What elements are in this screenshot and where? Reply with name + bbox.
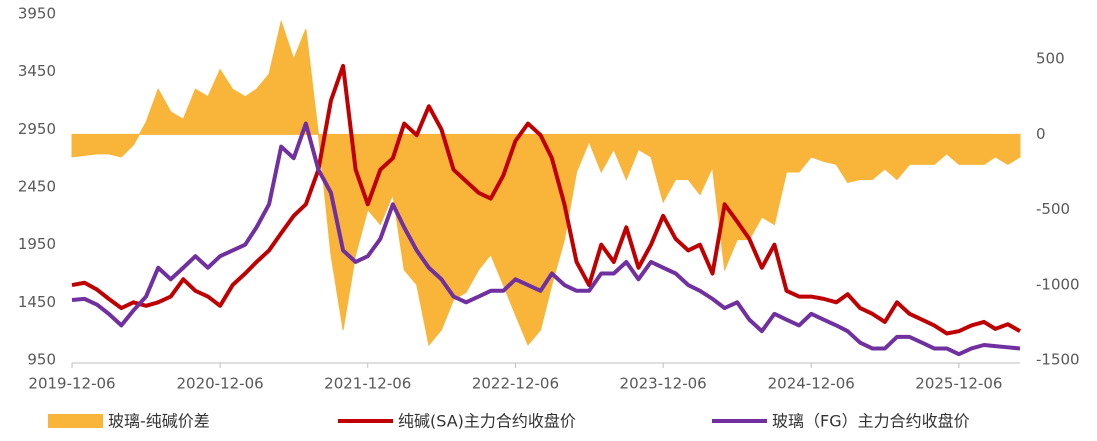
legend-swatch (48, 414, 103, 428)
legend-label: 纯碱(SA)主力合约收盘价 (398, 412, 576, 431)
x-tick-label: 2025-12-06 (915, 375, 1002, 393)
x-tick-label: 2021-12-06 (324, 375, 411, 393)
x-tick-label: 2024-12-06 (768, 375, 855, 393)
y2-tick-label: -500 (1036, 200, 1070, 218)
y2-tick-label: -1000 (1036, 275, 1080, 293)
legend-label: 玻璃-纯碱价差 (108, 412, 210, 431)
x-tick-label: 2023-12-06 (620, 375, 707, 393)
y2-tick-label: -1500 (1036, 351, 1080, 369)
y2-tick-label: 500 (1036, 50, 1065, 68)
x-tick-label: 2019-12-06 (28, 375, 115, 393)
y-tick-label: 3950 (18, 5, 56, 23)
spread-area (71, 19, 1021, 347)
x-tick-label: 2022-12-06 (472, 375, 559, 393)
y-tick-label: 3450 (18, 62, 56, 80)
legend-label: 玻璃（FG）主力合约收盘价 (772, 412, 970, 431)
y-tick-label: 1450 (18, 293, 56, 311)
y-tick-label: 1950 (18, 235, 56, 253)
price-line (71, 121, 1021, 357)
x-tick-label: 2020-12-06 (176, 375, 263, 393)
price-line (71, 63, 1021, 336)
y-tick-label: 2950 (18, 120, 56, 138)
y2-tick-label: 0 (1036, 125, 1046, 143)
y-tick-label: 2450 (18, 178, 56, 196)
y-tick-label: 950 (27, 351, 56, 369)
